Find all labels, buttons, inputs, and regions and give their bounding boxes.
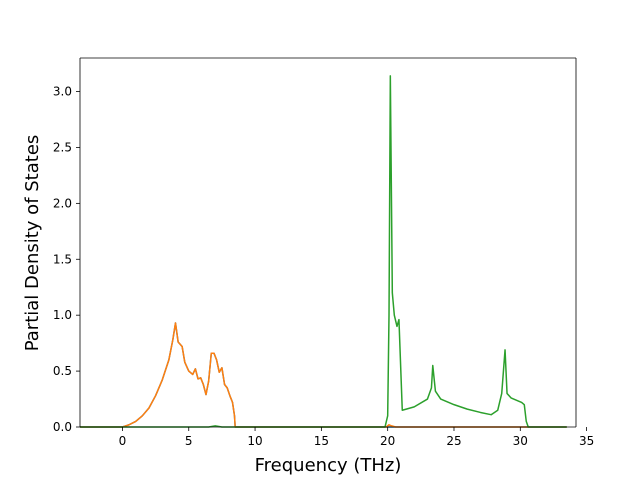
y-tick-label: 1.5: [53, 252, 72, 266]
x-tick-label: 25: [446, 434, 461, 448]
axes-frame: [79, 57, 577, 428]
series-line-3: [80, 75, 567, 428]
x-axis-label: Frequency (THz): [255, 455, 402, 476]
y-tick-label: 0.0: [53, 420, 72, 434]
x-tick-label: 20: [380, 434, 395, 448]
y-tick-label: 1.0: [53, 308, 72, 322]
x-tick-label: 35: [579, 434, 594, 448]
x-tick-label: 15: [314, 434, 329, 448]
y-tick-label: 2.5: [53, 140, 72, 154]
y-tick-label: 2.0: [53, 196, 72, 210]
x-tick-label: 0: [119, 434, 127, 448]
series-layer: [80, 75, 567, 428]
y-axis-ticks: 0.0 0.5 1.0 1.5 2.0 2.5 3.0: [53, 85, 80, 434]
x-tick-label: 5: [185, 434, 193, 448]
series-line-2: [80, 322, 567, 428]
plot-area: [80, 58, 576, 427]
y-axis-label: Partial Density of States: [22, 135, 43, 352]
y-tick-label: 3.0: [53, 85, 72, 99]
y-tick-label: 0.5: [53, 364, 72, 378]
x-axis-ticks: 0 5 10 15 20 25 30 35: [119, 427, 594, 448]
x-tick-label: 10: [247, 434, 262, 448]
x-tick-label: 30: [513, 434, 528, 448]
